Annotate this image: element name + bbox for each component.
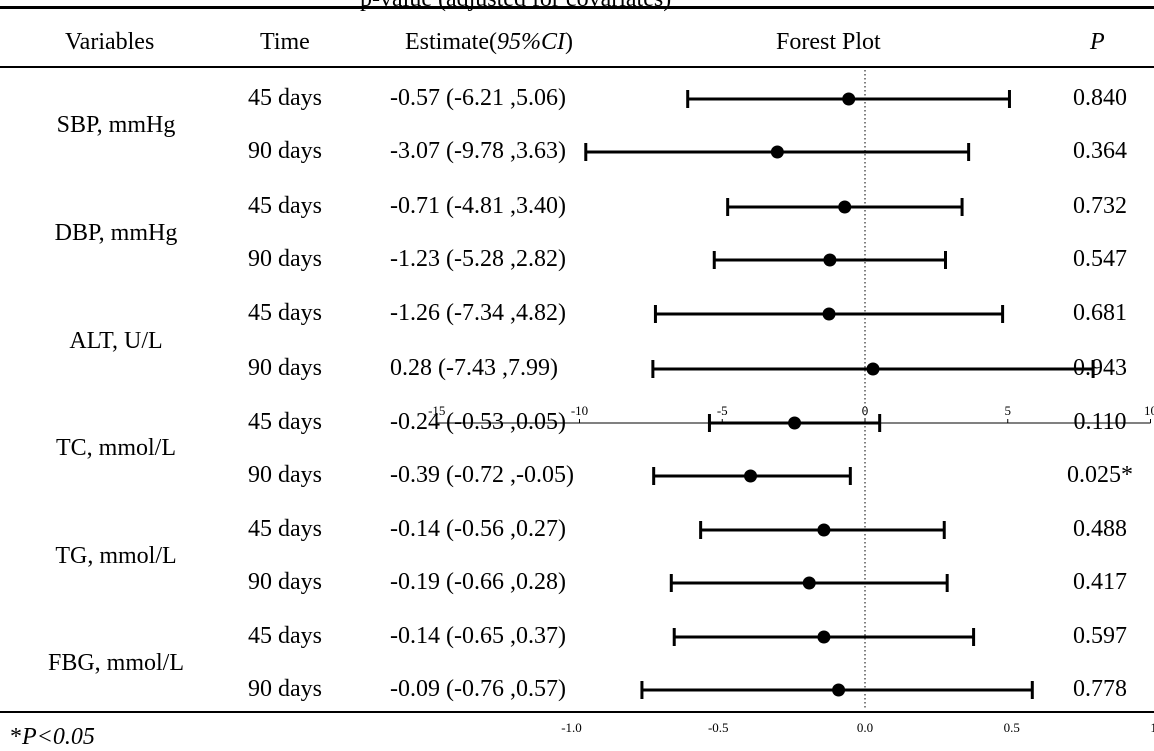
estimate-text: -0.39 (-0.72 ,-0.05): [390, 462, 574, 488]
estimate-text: -3.07 (-9.78 ,3.63): [390, 138, 566, 164]
header-estimate: Estimate(95%CI): [405, 30, 573, 54]
bottom-axis-tick-label: 0.5: [1004, 720, 1020, 735]
estimate-text: -0.24 (-0.53 ,0.05): [390, 409, 566, 435]
p-value: 0.488: [1073, 516, 1127, 542]
estimate-text: -0.09 (-0.76 ,0.57): [390, 676, 566, 702]
point-estimate: [832, 683, 846, 697]
bottom-rule: [0, 711, 1154, 713]
p-value: 0.547: [1073, 246, 1127, 272]
p-value: 0.840: [1073, 85, 1127, 111]
time-label: 90 days: [248, 462, 322, 488]
point-estimate: [842, 92, 856, 106]
time-label: 45 days: [248, 85, 322, 111]
top-axis-tick-label: -10: [571, 403, 588, 418]
p-value: 0.778: [1073, 676, 1127, 702]
p-value: 0.732: [1073, 193, 1127, 219]
time-label: 90 days: [248, 138, 322, 164]
time-label: 45 days: [248, 193, 322, 219]
point-estimate: [817, 630, 831, 644]
p-value: 0.110: [1073, 409, 1127, 435]
p-value: 0.364: [1073, 138, 1127, 164]
point-estimate: [866, 362, 880, 376]
time-label: 45 days: [248, 409, 322, 435]
top-rule: [0, 6, 1154, 9]
time-label: 90 days: [248, 569, 322, 595]
variable-label: ALT, U/L: [69, 328, 163, 354]
time-label: 90 days: [248, 355, 322, 381]
p-value: 0.417: [1073, 569, 1127, 595]
estimate-text: 0.28 (-7.43 ,7.99): [390, 355, 558, 381]
point-estimate: [822, 307, 836, 321]
p-value: 0.025*: [1067, 462, 1133, 488]
bottom-axis-tick-label: 0.0: [857, 720, 873, 735]
header-time: Time: [260, 29, 310, 55]
point-estimate: [744, 469, 758, 483]
point-estimate: [770, 145, 784, 159]
top-axis-tick-label: 0: [862, 403, 869, 418]
point-estimate: [823, 253, 837, 267]
time-label: 90 days: [248, 676, 322, 702]
bottom-axis-tick-label: 1.0: [1150, 720, 1154, 735]
estimate-text: -0.14 (-0.65 ,0.37): [390, 623, 566, 649]
footnote-text: P<0.05: [22, 724, 95, 750]
variable-label: TC, mmol/L: [56, 435, 176, 461]
header-p: P: [1090, 29, 1105, 55]
footnote: *P<0.05: [10, 724, 95, 750]
point-estimate: [788, 416, 802, 430]
header-estimate-ci: 95%CI: [496, 29, 565, 55]
header-rule: [0, 66, 1154, 68]
variable-label: TG, mmol/L: [55, 543, 177, 569]
variable-label: DBP, mmHg: [54, 220, 178, 246]
estimate-text: -0.57 (-6.21 ,5.06): [390, 85, 566, 111]
bottom-axis-tick-label: -1.0: [561, 720, 582, 735]
header-forest-plot: Forest Plot: [776, 29, 881, 55]
estimate-text: -0.71 (-4.81 ,3.40): [390, 193, 566, 219]
estimate-text: -0.19 (-0.66 ,0.28): [390, 569, 566, 595]
header-estimate-main: Estimate(: [405, 29, 497, 55]
variable-label: SBP, mmHg: [56, 112, 176, 138]
top-axis-tick-label: -5: [717, 403, 728, 418]
estimate-text: -1.26 (-7.34 ,4.82): [390, 300, 566, 326]
time-label: 45 days: [248, 516, 322, 542]
time-label: 90 days: [248, 246, 322, 272]
header-estimate-close: ): [564, 29, 573, 55]
estimate-text: -1.23 (-5.28 ,2.82): [390, 246, 566, 272]
top-axis-tick-label: -15: [428, 403, 445, 418]
point-estimate: [838, 200, 852, 214]
estimate-text: -0.14 (-0.56 ,0.27): [390, 516, 566, 542]
time-label: 45 days: [248, 623, 322, 649]
variable-label: FBG, mmol/L: [47, 650, 185, 676]
header-variables: Variables: [65, 29, 155, 55]
top-axis-tick-label: 5: [1005, 403, 1012, 418]
p-value: 0.681: [1073, 300, 1127, 326]
top-axis-tick-label: 10: [1144, 403, 1154, 418]
point-estimate: [802, 576, 816, 590]
point-estimate: [817, 523, 831, 537]
time-label: 45 days: [248, 300, 322, 326]
bottom-axis-tick-label: -0.5: [708, 720, 729, 735]
p-value: 0.597: [1073, 623, 1127, 649]
